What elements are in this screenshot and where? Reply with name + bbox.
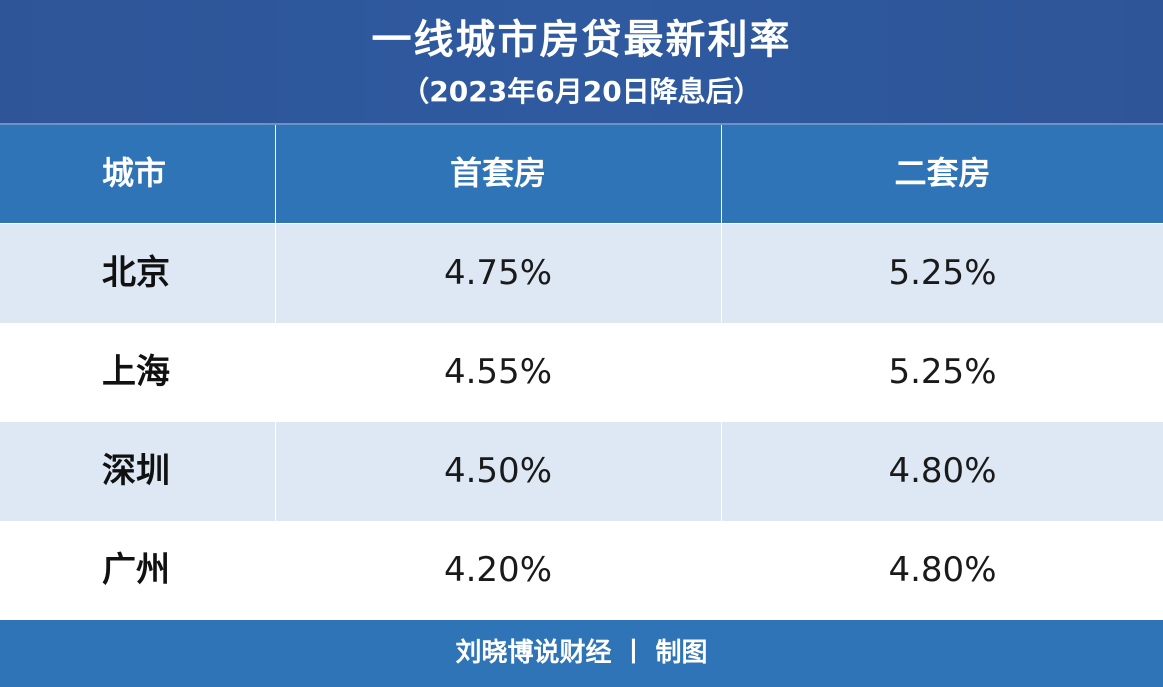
table-row: 广州 4.20% 4.80% [0, 521, 1163, 620]
rate-table: 城市 首套房 二套房 北京 4.75% 5.25% 上海 4.55% 5.25%… [0, 124, 1163, 620]
footer-credit: 刘晓博说财经 丨 制图 [0, 620, 1163, 687]
header-divider [0, 123, 1163, 125]
column-header-city: 城市 [102, 154, 167, 192]
second-home-rate-cell: 5.25% [888, 253, 997, 293]
city-cell: 深圳 [102, 451, 170, 491]
second-home-rate-cell: 5.25% [888, 352, 997, 392]
column-divider [275, 124, 276, 620]
table-row: 上海 4.55% 5.25% [0, 323, 1163, 422]
city-cell: 广州 [102, 550, 170, 590]
page-title: 一线城市房贷最新利率 [371, 17, 792, 63]
second-home-rate-cell: 4.80% [888, 451, 997, 491]
city-cell: 上海 [102, 352, 170, 392]
first-home-rate-cell: 4.20% [443, 550, 552, 590]
page-subtitle: （2023年6月20日降息后） [401, 75, 762, 108]
table-header-row: 城市 首套房 二套房 [0, 124, 1163, 223]
table-row: 深圳 4.50% 4.80% [0, 422, 1163, 521]
row-divider [0, 223, 1163, 224]
first-home-rate-cell: 4.55% [443, 352, 552, 392]
second-home-rate-cell: 4.80% [888, 550, 997, 590]
first-home-rate-cell: 4.75% [443, 253, 552, 293]
column-header-second-home: 二套房 [894, 154, 991, 192]
column-header-first-home: 首套房 [449, 154, 546, 192]
title-banner: 一线城市房贷最新利率 （2023年6月20日降息后） [0, 0, 1163, 124]
first-home-rate-cell: 4.50% [443, 451, 552, 491]
table-row: 北京 4.75% 5.25% [0, 224, 1163, 323]
city-cell: 北京 [102, 253, 170, 293]
column-divider [721, 124, 722, 620]
